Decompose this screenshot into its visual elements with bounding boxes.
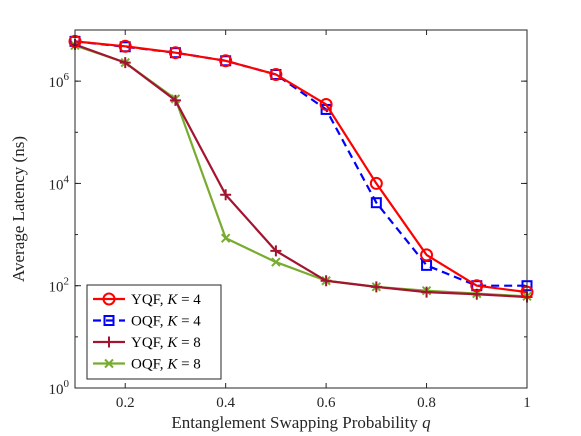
y-tick-label: 100 — [49, 378, 70, 398]
data-point — [219, 54, 233, 68]
data-point — [370, 197, 382, 209]
data-point — [320, 275, 332, 287]
series-line — [74, 43, 528, 299]
legend-marker — [103, 315, 115, 326]
data-point — [271, 257, 281, 267]
data-point — [169, 94, 181, 106]
legend-marker — [104, 358, 114, 369]
legend-entry: YQF, K = 8 — [93, 335, 201, 351]
data-point — [220, 233, 231, 243]
x-tick-label: 0.8 — [417, 395, 436, 411]
x-tick-label: 1 — [523, 395, 531, 411]
y-tick-label: 102 — [49, 276, 70, 296]
x-axis-label-variable: q — [422, 413, 431, 432]
data-point — [369, 176, 383, 190]
data-point — [421, 286, 433, 298]
x-tick-label: 0.2 — [116, 395, 135, 411]
data-point — [270, 245, 282, 257]
legend-label: OQF, K = 8 — [131, 357, 201, 373]
x-axis-label: Entanglement Swapping Probability q — [171, 413, 431, 432]
series-line — [74, 40, 528, 294]
data-point — [119, 57, 131, 69]
series-line — [74, 40, 527, 287]
legend-entry: OQF, K = 8 — [93, 357, 201, 373]
y-axis-label: Average Latency (ns) — [9, 136, 28, 282]
legend-entry: YQF, K = 4 — [93, 292, 201, 308]
data-point — [370, 281, 382, 293]
legend-label: OQF, K = 4 — [131, 314, 201, 330]
x-tick-label: 0.6 — [317, 395, 336, 411]
legend: YQF, K = 4 OQF, K = 4 YQF, K = 8 OQF, K = 8 — [86, 284, 222, 380]
data-point — [269, 67, 283, 81]
y-tick-label: 106 — [49, 71, 70, 91]
legend-label: YQF, K = 8 — [131, 335, 201, 351]
axes-box — [74, 29, 528, 389]
data-point — [420, 248, 434, 262]
x-tick-label: 0.4 — [216, 395, 235, 411]
data-point — [319, 97, 333, 111]
y-tick-label: 104 — [49, 173, 70, 193]
series-1 — [68, 34, 534, 299]
data-point — [118, 39, 132, 53]
legend-entry: OQF, K = 4 — [93, 314, 201, 330]
data-point — [220, 189, 232, 201]
legend-marker — [103, 336, 115, 348]
data-point — [168, 46, 182, 60]
series-layer — [68, 34, 534, 303]
axes-layer: 0.2 0.4 0.6 0.8 1 100 102 104 106 — [49, 29, 531, 411]
legend-label: YQF, K = 4 — [131, 292, 201, 308]
data-point — [470, 279, 484, 293]
legend-marker — [102, 292, 116, 306]
